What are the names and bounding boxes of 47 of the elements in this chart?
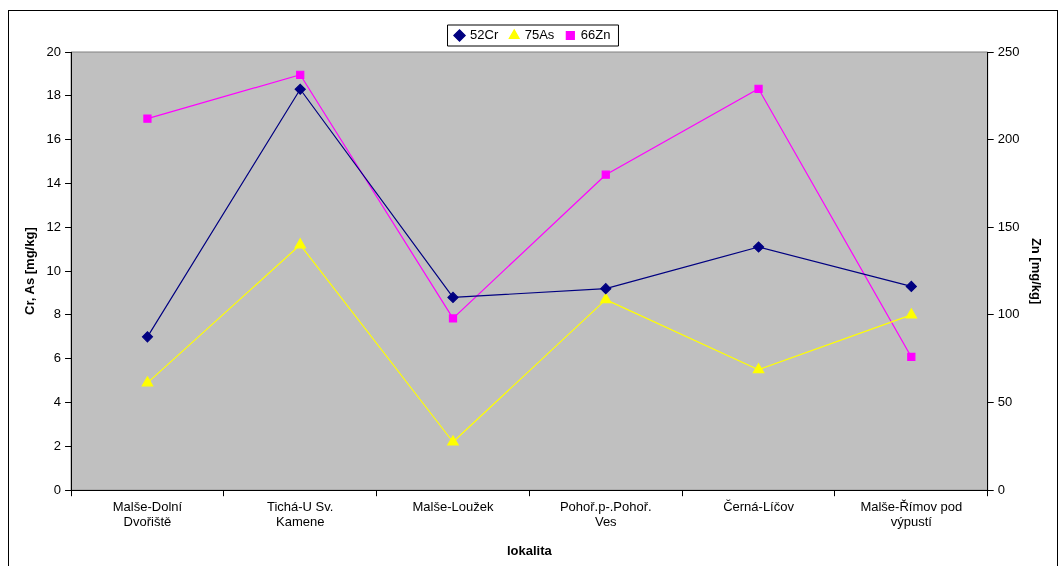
point	[905, 280, 917, 293]
point	[752, 363, 765, 374]
point	[143, 114, 152, 123]
x-tick-label: Malše-Římov pod výpustí	[860, 498, 963, 530]
y2-tick-label: 250	[997, 43, 1020, 59]
y-tick-label: 4	[53, 394, 62, 410]
point	[141, 376, 154, 387]
y-tick-label: 20	[46, 43, 62, 59]
point	[141, 331, 154, 343]
y-axis-title: Cr, As [mg/kg]	[22, 227, 38, 315]
point	[600, 283, 612, 295]
y2-tick-label: 50	[997, 394, 1013, 410]
y-tick-label: 10	[46, 262, 62, 278]
x-tick-label: Malše-Loužek	[412, 498, 494, 514]
point	[448, 314, 458, 323]
y-tick-label: 12	[46, 218, 62, 234]
legend-label: 66Zn	[580, 27, 611, 43]
x-tick-label: Pohoř.p-.Pohoř. Ves	[559, 498, 652, 530]
y-tick-label: 16	[46, 131, 62, 147]
x-tick-label: Černá-Líčov	[723, 498, 795, 514]
y-tick-label: 8	[53, 306, 62, 322]
legend-label: 75As	[524, 27, 555, 43]
y-tick-label: 2	[53, 437, 62, 453]
point	[599, 292, 612, 304]
y2-tick-label: 0	[997, 481, 1005, 497]
point	[296, 70, 305, 79]
point	[447, 435, 459, 446]
x-tick-label: Tichá-U Sv. Kamene	[266, 498, 334, 530]
point	[905, 308, 918, 319]
y2-tick-label: 150	[997, 218, 1020, 234]
point	[752, 241, 765, 253]
y2-tick-label: 200	[997, 131, 1020, 147]
point	[447, 291, 459, 303]
point	[907, 352, 916, 362]
legend-label: 52Cr	[470, 27, 499, 43]
point	[601, 170, 610, 179]
y-tick-label: 0	[53, 481, 62, 497]
y2-axis-title: Zn [mg/kg]	[1028, 237, 1044, 305]
point	[294, 83, 306, 95]
point	[754, 84, 763, 93]
x-axis-title: lokalita	[506, 542, 553, 558]
y-tick-label: 18	[46, 87, 62, 103]
point	[294, 238, 307, 249]
y-tick-label: 14	[46, 175, 62, 191]
x-tick-label: Malše-Dolní Dvořiště	[112, 498, 183, 530]
y2-tick-label: 100	[997, 306, 1020, 322]
y-tick-label: 6	[53, 350, 62, 366]
